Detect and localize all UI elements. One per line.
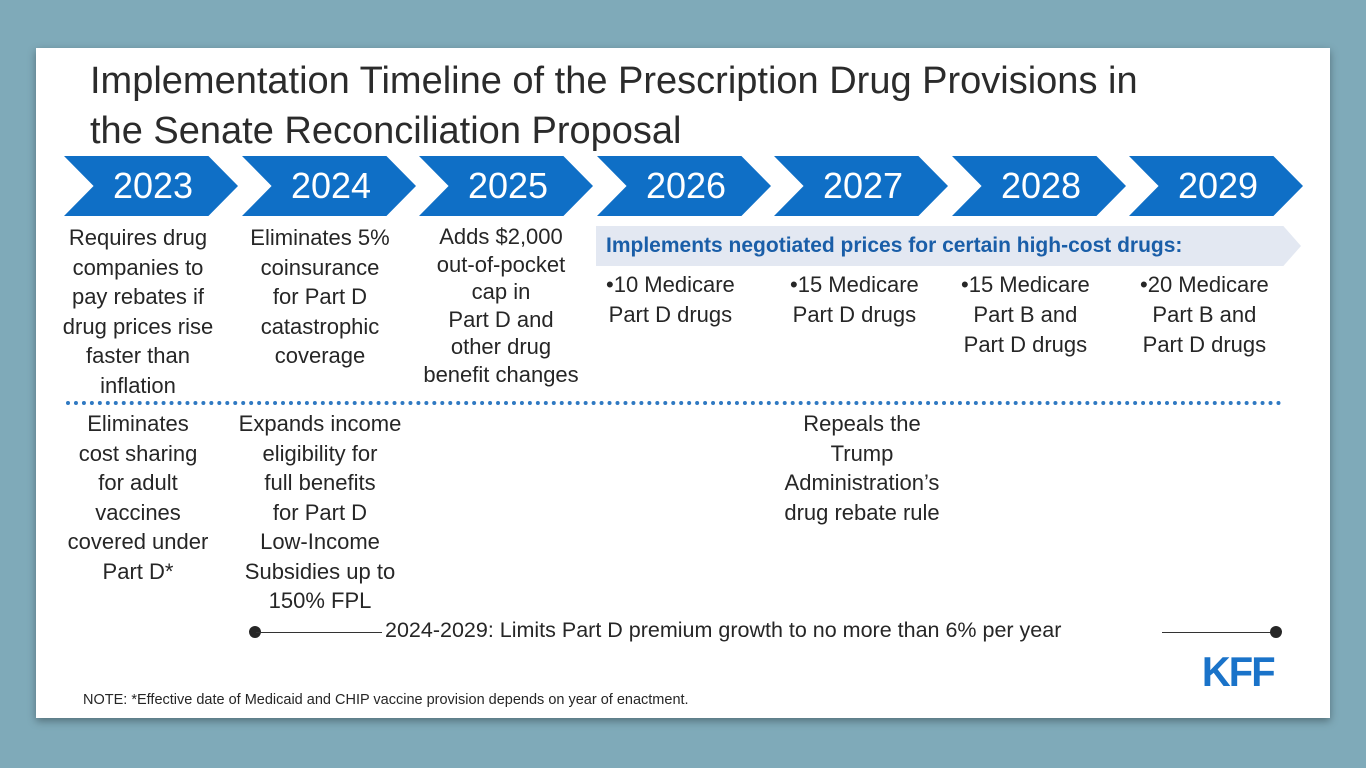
- year-chevron-2026: 2026: [597, 156, 771, 216]
- negotiation-2028: •15 Medicare Part B and Part D drugs: [961, 270, 1090, 360]
- text-line: faster than: [86, 343, 190, 368]
- text-line: eligibility for: [262, 440, 378, 466]
- text-line: drug rebate rule: [784, 499, 940, 525]
- text-line: full benefits: [264, 470, 376, 495]
- text-line: Part D drugs: [608, 302, 733, 327]
- text-line: for adult: [98, 470, 178, 495]
- provision-2023-rebates: Requires drug companies to pay rebates i…: [48, 223, 228, 400]
- text-line: Requires drug: [68, 225, 208, 250]
- provision-2023-vaccines: Eliminates cost sharing for adult vaccin…: [48, 409, 228, 586]
- year-chevron-2023: 2023: [64, 156, 238, 216]
- text-line: companies to: [72, 254, 204, 280]
- text-line: other drug: [450, 334, 552, 359]
- range-line-left: [256, 632, 386, 633]
- timeline-card: Implementation Timeline of the Prescript…: [36, 48, 1330, 718]
- text-line: Eliminates: [87, 411, 189, 436]
- text-line: cap in: [471, 279, 531, 304]
- page-title: Implementation Timeline of the Prescript…: [90, 56, 1290, 156]
- provision-2025-oop-cap: Adds $2,000 out-of-pocket cap in Part D …: [411, 223, 591, 388]
- footnote: NOTE: *Effective date of Medicaid and CH…: [83, 692, 689, 708]
- text-line: 150% FPL: [268, 588, 372, 613]
- provision-2027-rebate-rule: Repeals the Trump Administration’s drug …: [772, 409, 952, 527]
- text-line: coinsurance: [260, 254, 380, 280]
- text-line: coverage: [274, 343, 366, 368]
- text-line: Part D and: [448, 306, 554, 332]
- range-line-right: [1162, 632, 1276, 633]
- text-line: Part B and: [973, 302, 1078, 327]
- text-line: •15 Medicare: [790, 272, 919, 297]
- text-line: Part D*: [102, 558, 174, 584]
- negotiation-banner: Implements negotiated prices for certain…: [596, 226, 1301, 266]
- dotted-divider: [66, 401, 1282, 405]
- text-line: inflation: [100, 372, 176, 398]
- text-line: Expands income: [238, 411, 402, 436]
- negotiation-2026: •10 Medicare Part D drugs: [606, 270, 735, 330]
- provision-2024-lis: Expands income eligibility for full bene…: [230, 409, 410, 616]
- text-line: •20 Medicare: [1140, 272, 1269, 297]
- text-line: Trump: [830, 440, 894, 466]
- kff-logo: KFF: [1201, 648, 1276, 695]
- title-line-1: Implementation Timeline of the Prescript…: [90, 60, 1138, 102]
- text-line: Eliminates 5%: [250, 225, 390, 250]
- text-line: for Part D: [272, 499, 368, 525]
- provision-2024-coinsurance: Eliminates 5% coinsurance for Part D cat…: [230, 223, 410, 371]
- text-line: catastrophic: [260, 313, 380, 339]
- text-line: Administration’s: [784, 470, 940, 495]
- year-chevron-2024: 2024: [242, 156, 416, 216]
- year-chevron-2025: 2025: [419, 156, 593, 216]
- range-end-dot: [1270, 626, 1282, 638]
- premium-growth-range: 2024-2029: Limits Part D premium growth …: [382, 618, 1065, 643]
- negotiation-2027: •15 Medicare Part D drugs: [790, 270, 919, 330]
- text-line: Part D drugs: [963, 332, 1088, 357]
- text-line: vaccines: [95, 499, 181, 525]
- text-line: out-of-pocket: [436, 251, 566, 277]
- text-line: Adds $2,000: [439, 224, 563, 249]
- text-line: Repeals the: [803, 411, 921, 436]
- text-line: Part D drugs: [792, 302, 917, 327]
- year-chevron-2029: 2029: [1129, 156, 1303, 216]
- text-line: Part B and: [1152, 302, 1257, 327]
- negotiation-2029: •20 Medicare Part B and Part D drugs: [1140, 270, 1269, 360]
- text-line: benefit changes: [423, 361, 579, 387]
- text-line: pay rebates if: [71, 284, 205, 309]
- text-line: Part D drugs: [1142, 332, 1267, 357]
- text-line: covered under: [67, 529, 209, 554]
- text-line: •10 Medicare: [606, 272, 735, 297]
- text-line: for Part D: [272, 284, 368, 309]
- text-line: drug prices rise: [62, 313, 214, 339]
- title-line-2: the Senate Reconciliation Proposal: [90, 110, 682, 152]
- year-chevron-2028: 2028: [952, 156, 1126, 216]
- text-line: Low-Income: [260, 529, 380, 554]
- text-line: cost sharing: [78, 440, 198, 466]
- year-chevron-2027: 2027: [774, 156, 948, 216]
- text-line: •15 Medicare: [961, 272, 1090, 297]
- text-line: Subsidies up to: [244, 558, 396, 584]
- range-start-dot: [249, 626, 261, 638]
